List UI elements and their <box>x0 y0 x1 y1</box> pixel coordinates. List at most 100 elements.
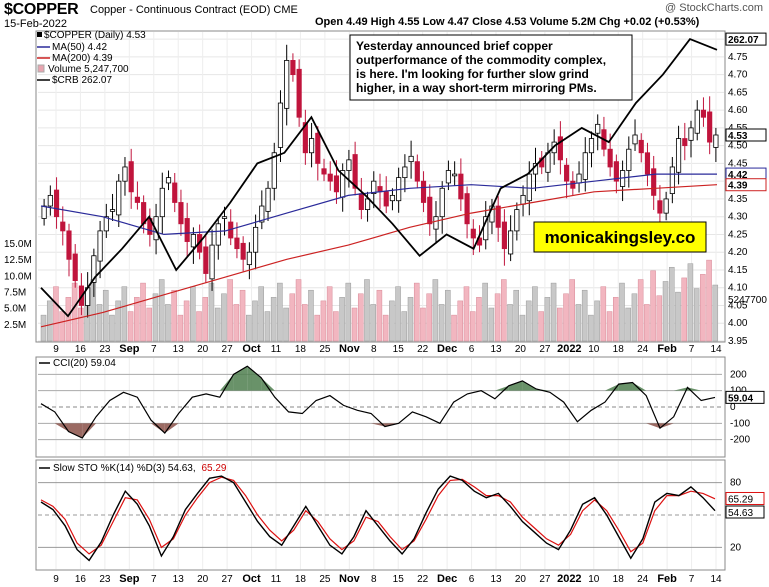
x-tick-label-bottom: 8 <box>371 574 377 585</box>
volume-bar <box>445 289 451 342</box>
x-tick-label-bottom: 2022 <box>557 573 581 585</box>
x-tick-label: 10 <box>588 344 600 355</box>
x-tick-label-bottom: 7 <box>689 574 695 585</box>
price-tick-label: 4.15 <box>728 265 748 276</box>
volume-bar <box>357 293 364 342</box>
candle-body <box>520 194 526 205</box>
candle-body <box>657 200 663 214</box>
brand-label: monicakingsley.co <box>545 228 696 247</box>
candle-body <box>588 138 595 154</box>
cci-oversold-fill <box>54 423 69 432</box>
candle-body <box>134 196 140 203</box>
cci-tick-label: -200 <box>730 435 750 446</box>
comment-line-4: higher, in a way short-term mirroring PM… <box>356 81 597 95</box>
x-tick-label-bottom: Dec <box>437 573 457 585</box>
cci-tick-label: 200 <box>730 369 747 380</box>
x-tick-label-bottom: 9 <box>53 574 59 585</box>
volume-bar <box>152 293 159 342</box>
candle-body <box>526 173 532 202</box>
x-tick-label: 25 <box>319 344 331 355</box>
candle-body <box>458 173 464 200</box>
candle-body <box>116 180 122 216</box>
price-tick-label: 4.05 <box>728 300 748 311</box>
x-tick-label: 2022 <box>557 343 581 355</box>
volume-bar <box>227 279 233 342</box>
candle-body <box>688 127 694 141</box>
candle-body <box>644 152 651 175</box>
sto-label-d: 65.29 <box>201 463 226 474</box>
x-tick-label: 27 <box>539 344 551 355</box>
volume-bar <box>233 304 240 342</box>
candle-body <box>663 198 669 214</box>
volume-bar <box>706 259 712 342</box>
x-tick-label-bottom: 27 <box>222 574 234 585</box>
volume-bar <box>413 282 420 342</box>
candle-body <box>675 138 682 173</box>
volume-bar <box>575 304 582 342</box>
candle-body <box>284 60 290 109</box>
cci-oversold-fill <box>151 423 165 434</box>
volume-bar <box>326 286 333 342</box>
volume-bar <box>289 293 296 342</box>
candle-body <box>333 175 340 193</box>
sto-d-last-label: 65.29 <box>728 494 753 505</box>
volume-bar <box>513 289 520 342</box>
cci-overbought-fill <box>673 387 688 391</box>
ma50-last-label: 4.42 <box>728 170 748 181</box>
x-tick-label: Sep <box>119 343 139 355</box>
candle-body <box>66 230 72 260</box>
volume-bar <box>662 281 669 342</box>
candle-body <box>626 148 632 171</box>
price-tick-label: 4.55 <box>728 123 748 134</box>
x-tick-label-bottom: 27 <box>539 574 551 585</box>
candle-body <box>302 122 308 154</box>
volume-bar <box>544 297 551 342</box>
candle-body <box>427 196 433 225</box>
comment-line-2: outperformance of the commodity complex, <box>356 53 606 67</box>
x-tick-label-bottom: Nov <box>339 573 361 585</box>
volume-bar <box>631 293 638 342</box>
candle-body <box>557 136 563 161</box>
price-tick-label: 4.00 <box>728 318 748 329</box>
volume-bar <box>700 274 706 342</box>
volume-bar <box>389 300 395 342</box>
x-tick-label: Nov <box>339 343 361 355</box>
price-tick-label: 4.50 <box>728 141 748 152</box>
candle-body <box>221 216 228 219</box>
candle-body <box>632 134 638 145</box>
candle-body <box>290 60 296 76</box>
ma200-last-label-box <box>725 178 767 192</box>
candle-body <box>452 173 458 177</box>
x-tick-label: 8 <box>371 344 377 355</box>
ohlc-readout: Open 4.49 High 4.55 Low 4.47 Close 4.53 … <box>315 16 700 28</box>
candle-body <box>420 180 427 203</box>
x-tick-label: 20 <box>515 344 527 355</box>
volume-bar <box>246 314 252 342</box>
candle-body <box>364 198 371 210</box>
volume-bar <box>569 279 575 342</box>
x-tick-label-bottom: 13 <box>490 574 502 585</box>
comment-line-1: Yesterday announced brief copper <box>356 39 553 53</box>
volume-bar <box>625 307 631 342</box>
cci-oversold-fill <box>68 423 83 439</box>
volume-bar <box>345 282 352 342</box>
volume-last-label: 5247700 <box>728 295 767 306</box>
x-tick-label-bottom: Feb <box>657 573 677 585</box>
sto-k-last-label: 54.63 <box>728 508 753 519</box>
x-tick-label: 6 <box>469 344 475 355</box>
volume-bar <box>401 311 408 342</box>
volume-bar <box>600 286 607 342</box>
price-tick-label: 4.70 <box>728 70 748 81</box>
volume-bar <box>134 297 140 342</box>
volume-bar <box>40 314 47 342</box>
x-tick-label: 18 <box>295 344 307 355</box>
volume-bar <box>469 311 476 342</box>
x-tick-label: Dec <box>437 343 457 355</box>
volume-bar <box>46 300 53 342</box>
candle-body <box>265 187 271 212</box>
candle-body <box>651 168 657 196</box>
close-last-label-box <box>725 128 767 142</box>
candle-body <box>669 166 675 195</box>
candle-body <box>694 109 700 134</box>
